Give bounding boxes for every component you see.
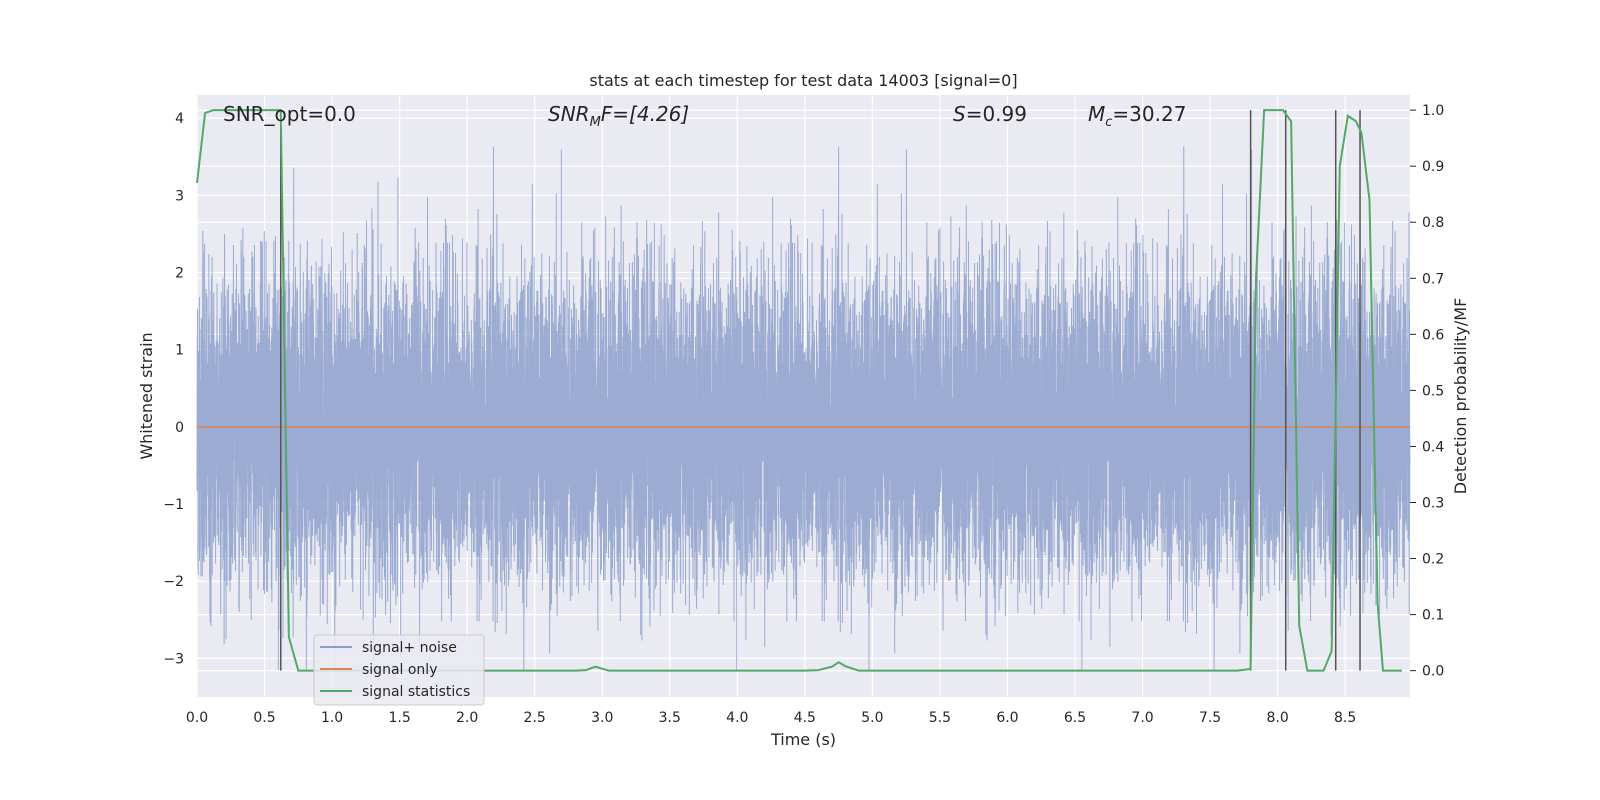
annotation-s-value: =0.99 (966, 102, 1027, 126)
y2-axis-ticks: 0.0 0.1 0.2 0.3 0.4 0.5 0.6 0.7 0.8 0.9 1.0 (1410, 103, 1444, 680)
chart-title: stats at each timestep for test data 140… (589, 71, 1017, 90)
legend-label-signal-only: signal only (362, 662, 437, 678)
legend-label-signal-statistics: signal statistics (362, 684, 470, 700)
y-tick-label-1: −2 (163, 574, 184, 590)
y2-tick-label-6: 0.6 (1422, 327, 1444, 343)
signal-statistics-series (196, 109, 1402, 672)
annotation-snr-opt: SNR_opt=0.0 (223, 102, 356, 126)
x-tick-label-11: 5.5 (929, 710, 951, 726)
y-tick-label-6: 3 (175, 188, 184, 204)
annotation-snr-mf-value: F=[4.26] (601, 102, 689, 126)
y2-tick-label-3: 0.3 (1422, 495, 1444, 511)
x-tick-label-1: 0.5 (253, 710, 275, 726)
y2-tick-label-8: 0.8 (1422, 215, 1444, 231)
annotation-s: S=0.99 (953, 102, 1027, 126)
y2-tick-label-5: 0.5 (1422, 383, 1444, 399)
x-tick-label-14: 7.0 (1131, 710, 1153, 726)
x-tick-label-0: 0.0 (186, 710, 208, 726)
annotation-mc: Mc=30.27 (1088, 102, 1186, 130)
y2-tick-label-0: 0.0 (1422, 664, 1444, 680)
y2-axis-label: Detection probability/MF (1451, 298, 1470, 495)
x-tick-label-9: 4.5 (794, 710, 816, 726)
y2-tick-label-4: 0.4 (1422, 439, 1444, 455)
y2-tick-label-7: 0.7 (1422, 271, 1444, 287)
y-tick-label-5: 2 (175, 266, 184, 282)
y2-tick-label-10: 1.0 (1422, 103, 1444, 119)
y-axis-label: Whitened strain (137, 332, 156, 459)
x-tick-label-12: 6.0 (996, 710, 1018, 726)
series-signal-statistics-line (196, 109, 1402, 672)
x-tick-label-17: 8.5 (1334, 710, 1356, 726)
x-axis-label: Time (s) (770, 730, 836, 749)
x-tick-label-16: 8.0 (1266, 710, 1288, 726)
y2-tick-label-9: 0.9 (1422, 159, 1444, 175)
x-tick-label-6: 3.0 (591, 710, 613, 726)
annotation-s-symbol: S (953, 102, 966, 126)
y-tick-label-4: 1 (175, 343, 184, 359)
x-tick-label-4: 2.0 (456, 710, 478, 726)
annotations: SNR_opt=0.0 SNRMF=[4.26] S=0.99 Mc=30.27 (223, 102, 1186, 130)
annotation-snr-mf-subscript: M (590, 115, 601, 130)
annotation-mc-value: =30.27 (1112, 102, 1186, 126)
legend-box (313, 634, 485, 706)
legend: signal+ noise signal only signal statist… (313, 634, 485, 706)
y-tick-label-3: 0 (175, 420, 184, 436)
x-tick-label-15: 7.5 (1199, 710, 1221, 726)
x-tick-label-13: 6.5 (1064, 710, 1086, 726)
x-axis-ticks: 0.0 0.5 1.0 1.5 2.0 2.5 3.0 3.5 4.0 4.5 5.0 5.5 6.0 6… (186, 710, 1356, 726)
legend-label-signal-noise: signal+ noise (362, 640, 457, 656)
x-tick-label-10: 5.0 (861, 710, 883, 726)
series-signal-noise-line (196, 146, 1411, 670)
x-tick-label-7: 3.5 (659, 710, 681, 726)
y2-tick-label-2: 0.2 (1422, 552, 1444, 568)
annotation-mc-subscript: c (1105, 115, 1112, 130)
y-tick-label-2: −1 (163, 497, 184, 513)
signal-noise-series (196, 146, 1411, 670)
x-tick-label-8: 4.0 (726, 710, 748, 726)
annotation-mc-symbol: M (1088, 102, 1105, 126)
x-tick-label-3: 1.5 (388, 710, 410, 726)
annotation-snr-mf: SNRMF=[4.26] (548, 102, 689, 130)
x-tick-label-5: 2.5 (524, 710, 546, 726)
annotation-snr-mf-symbol: SNR (548, 102, 590, 126)
y-tick-label-7: 4 (175, 111, 184, 127)
y-axis-ticks: −3 −2 −1 0 1 2 3 4 (163, 111, 184, 667)
x-tick-label-2: 1.0 (321, 710, 343, 726)
y-tick-label-0: −3 (163, 651, 184, 667)
y2-tick-label-1: 0.1 (1422, 608, 1444, 624)
